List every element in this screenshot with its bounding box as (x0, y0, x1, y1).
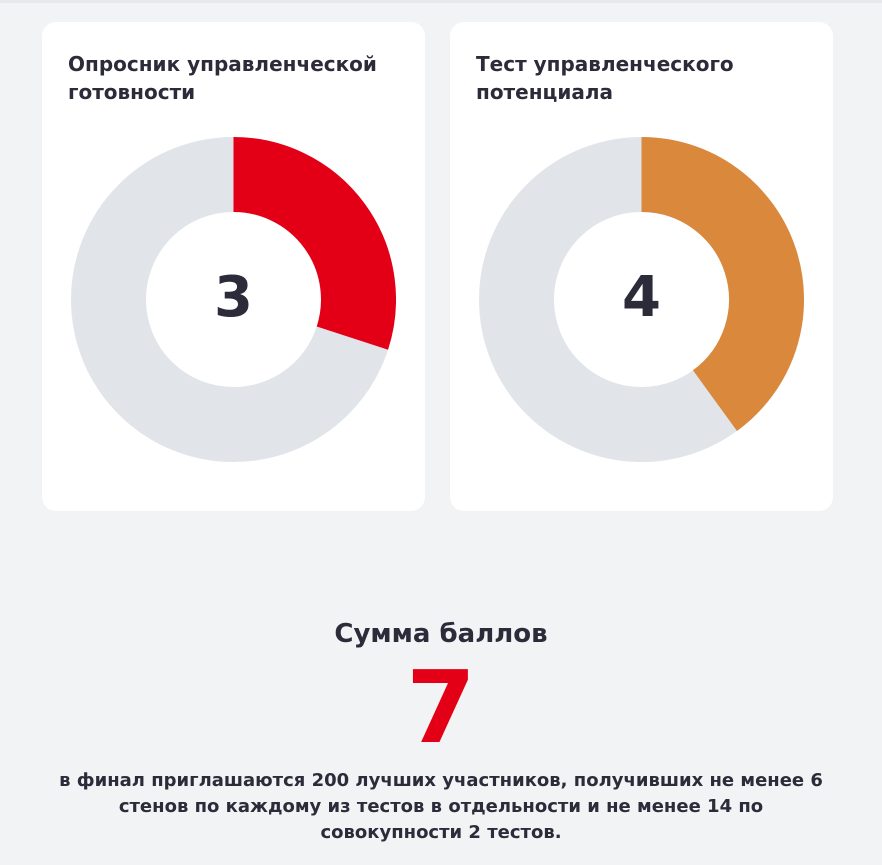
donut-score-value: 4 (622, 265, 661, 330)
top-divider (0, 0, 882, 3)
summary-title: Сумма баллов (334, 619, 548, 649)
score-donut-chart: 4 (479, 137, 804, 462)
summary-total-score: 7 (406, 649, 476, 766)
donut-score-value: 3 (214, 265, 253, 330)
test-card-title: Тест управленческого потенциала (476, 52, 734, 104)
donut-score-segment (232, 137, 396, 350)
donut-score-segment (640, 137, 804, 431)
final-qualification-note: в финал приглашаются 200 лучших участник… (59, 770, 823, 843)
score-donut-chart: 3 (71, 137, 396, 462)
test-card-title: Опросник управленческой готовности (68, 52, 377, 104)
test-card-potential: Тест управленческого потенциала 4 (450, 22, 833, 511)
test-card-readiness: Опросник управленческой готовности 3 (42, 22, 425, 511)
score-summary: Сумма баллов 7 в финал приглашаются 200 … (0, 614, 882, 846)
